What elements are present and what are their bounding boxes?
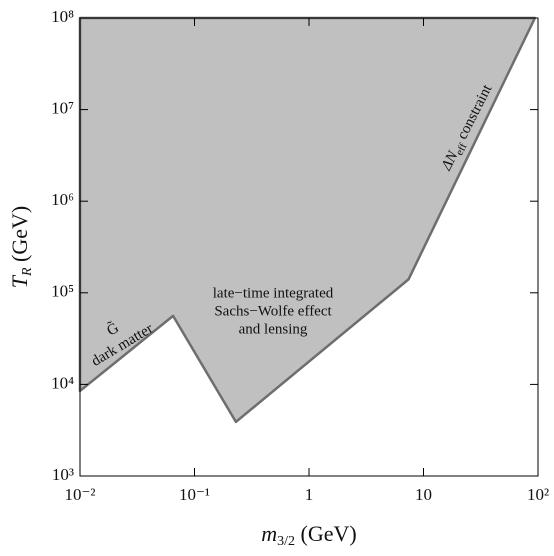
y-tick-label: 10⁶ xyxy=(51,190,74,209)
y-label-sub: R xyxy=(20,267,35,277)
x-tick-label: 10⁻¹ xyxy=(179,485,210,504)
y-tick-label: 10⁴ xyxy=(51,373,74,392)
x-tick-label: 10 xyxy=(415,485,432,504)
x-axis-label: m3/2 (GeV) xyxy=(261,521,356,549)
y-axis-label: TR (GeV) xyxy=(7,206,35,289)
x-label-main: m xyxy=(261,521,277,546)
y-label-main: T xyxy=(7,274,32,288)
x-label-sub: 3/2 xyxy=(277,534,295,549)
x-tick-label: 10⁻² xyxy=(64,485,95,504)
y-tick-label: 10⁸ xyxy=(51,7,74,26)
y-tick-label: 10⁵ xyxy=(51,282,74,301)
annotation: late−time integrated xyxy=(213,285,334,301)
y-label-rest: (GeV) xyxy=(7,206,32,268)
x-tick-label: 10² xyxy=(527,485,549,504)
y-tick-label: 10³ xyxy=(52,465,74,484)
annotation: Sachs−Wolfe effect xyxy=(214,303,332,319)
annotation: and lensing xyxy=(239,321,308,337)
y-tick-label: 10⁷ xyxy=(51,99,74,118)
neff-sub: eff xyxy=(453,141,469,157)
region xyxy=(78,16,537,424)
x-label-rest: (GeV) xyxy=(295,521,357,546)
x-tick-label: 1 xyxy=(305,485,314,504)
